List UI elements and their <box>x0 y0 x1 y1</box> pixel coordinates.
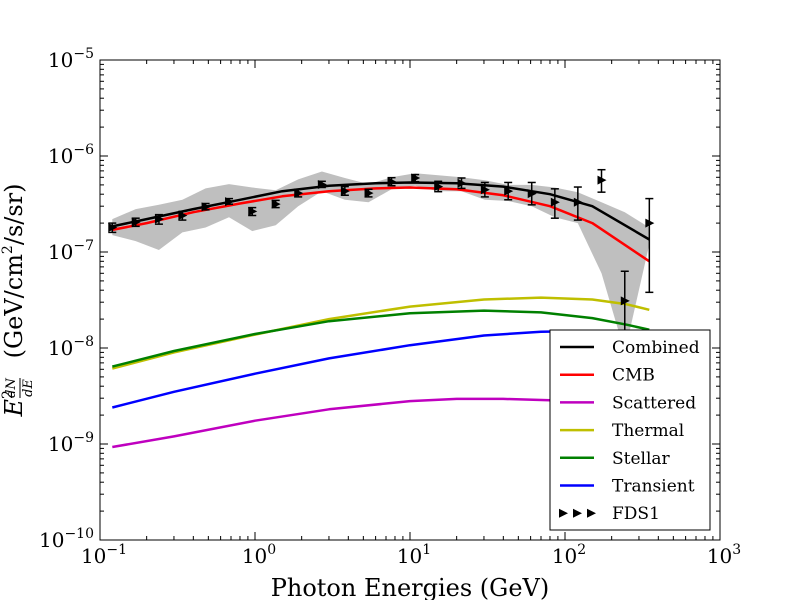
legend-marker-fds1 <box>573 508 582 518</box>
legend-label-stellar: Stellar <box>612 449 671 469</box>
data-point-marker <box>225 197 235 207</box>
svg-text:E2 (GeV/cm2/s/sr): E2 (GeV/cm2/s/sr) <box>0 183 28 417</box>
legend-label-cmb: CMB <box>612 366 655 386</box>
y-tick-label: 10−8 <box>48 334 94 360</box>
y-tick-label: 10−5 <box>48 46 94 72</box>
legend-label-scattered: Scattered <box>612 393 696 413</box>
data-point-marker <box>108 222 118 232</box>
uncertainty-band <box>112 171 650 353</box>
x-tick-label: 100 <box>242 542 276 568</box>
y-tick-label: 10−6 <box>48 142 94 168</box>
data-point-marker <box>457 178 467 188</box>
data-point-marker <box>201 202 211 212</box>
x-axis-label: Photon Energies (GeV) <box>271 574 550 600</box>
data-point-marker <box>178 210 188 220</box>
data-point-marker <box>597 175 607 185</box>
y-axis-label: E2 (GeV/cm2/s/sr) dN dE <box>0 183 36 417</box>
series-line-stellar <box>111 309 650 368</box>
data-point-marker <box>480 185 490 195</box>
x-tick-label: 101 <box>397 542 431 568</box>
data-point-marker <box>154 214 164 224</box>
legend-label-combined: Combined <box>612 338 700 358</box>
data-point-marker <box>387 177 397 187</box>
data-point-marker <box>550 197 560 207</box>
legend: Combined CMB Scattered Thermal Stellar Transi… <box>549 329 711 531</box>
y-label-units: (GeV/cm <box>0 254 28 359</box>
x-tick-label: 102 <box>552 542 586 568</box>
y-tick-label: 10−10 <box>39 526 94 552</box>
series-line-combined <box>112 181 650 241</box>
x-tick-label: 10−1 <box>81 542 127 568</box>
data-point-marker <box>573 197 583 207</box>
x-tick-label: 103 <box>707 542 741 568</box>
data-point-marker <box>504 186 514 196</box>
data-point-marker <box>271 199 281 209</box>
data-point-marker <box>294 188 304 198</box>
y-tick-label: 10−7 <box>48 238 94 264</box>
ticks-layer: 10−1 100 101 102 103 10−10 10−9 10−8 10−7 10−6 10−… <box>39 46 741 568</box>
y-label-frac-num: dN <box>4 378 19 398</box>
y-label-e-exp: 2 <box>0 390 16 399</box>
band-layer <box>112 171 650 353</box>
legend-items: Combined CMB Scattered Thermal Stellar Transi… <box>559 338 700 524</box>
legend-label-transient: Transient <box>612 477 695 497</box>
data-point-marker <box>411 173 421 183</box>
data-point-marker <box>317 179 327 189</box>
data-point-marker <box>645 218 655 228</box>
y-label-e: E <box>0 399 28 418</box>
data-point-marker <box>364 188 374 198</box>
legend-marker-fds1 <box>587 508 596 518</box>
series-line-cmb <box>112 186 650 263</box>
data-point-marker <box>248 206 258 216</box>
data-point-marker <box>131 217 141 227</box>
y-label-frac-den: dE <box>21 379 36 397</box>
legend-marker-fds1 <box>559 508 568 518</box>
legend-label-fds1: FDS1 <box>612 504 660 524</box>
data-point-marker <box>620 296 630 306</box>
y-label-units-exp: 2 <box>0 245 16 254</box>
legend-label-thermal: Thermal <box>612 421 684 441</box>
data-point-marker <box>340 186 350 196</box>
y-label-units-tail: /s/sr) <box>0 183 28 245</box>
data-point-marker <box>527 189 537 199</box>
y-tick-label: 10−9 <box>48 430 94 456</box>
data-point-marker <box>434 182 444 192</box>
